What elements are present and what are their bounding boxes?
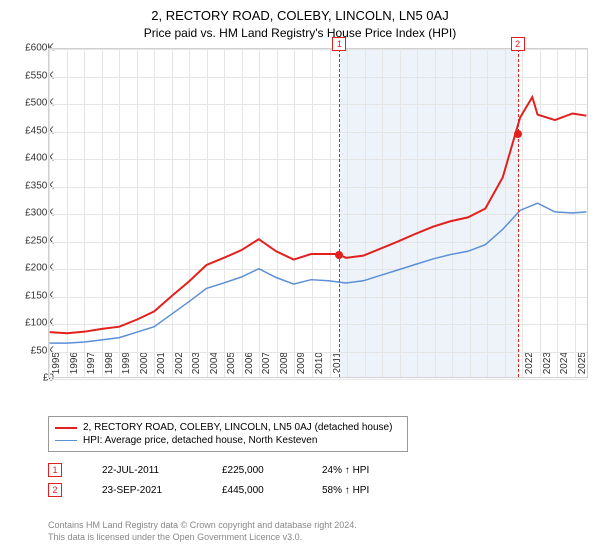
chart-title: 2, RECTORY ROAD, COLEBY, LINCOLN, LN5 0A… bbox=[0, 0, 600, 23]
chart-plot-area: 12 bbox=[48, 48, 588, 378]
sales-table: 1 22-JUL-2011 £225,000 24% ↑ HPI 2 23-SEP-202… bbox=[48, 460, 402, 500]
sales-date: 22-JUL-2011 bbox=[102, 465, 182, 476]
legend-label: 2, RECTORY ROAD, COLEBY, LINCOLN, LN5 0A… bbox=[83, 422, 392, 433]
sales-row: 2 23-SEP-2021 £445,000 58% ↑ HPI bbox=[48, 480, 402, 500]
sales-price: £445,000 bbox=[222, 485, 282, 496]
sales-row: 1 22-JUL-2011 £225,000 24% ↑ HPI bbox=[48, 460, 402, 480]
marker-dot bbox=[514, 130, 522, 138]
footer-attribution: Contains HM Land Registry data © Crown c… bbox=[48, 520, 357, 543]
sales-pct: 24% ↑ HPI bbox=[322, 465, 402, 476]
marker-box: 1 bbox=[332, 37, 346, 51]
legend-box: 2, RECTORY ROAD, COLEBY, LINCOLN, LN5 0A… bbox=[48, 416, 408, 452]
gridline-h bbox=[49, 379, 587, 380]
legend-swatch bbox=[55, 427, 77, 429]
series-line-property bbox=[50, 97, 587, 333]
marker-vline bbox=[339, 49, 340, 377]
sales-marker-box: 1 bbox=[48, 463, 62, 477]
footer-line2: This data is licensed under the Open Gov… bbox=[48, 532, 357, 544]
legend-swatch bbox=[55, 440, 77, 442]
legend-row: 2, RECTORY ROAD, COLEBY, LINCOLN, LN5 0A… bbox=[55, 421, 401, 434]
sales-marker-box: 2 bbox=[48, 483, 62, 497]
legend-label: HPI: Average price, detached house, Nort… bbox=[83, 435, 317, 446]
marker-box: 2 bbox=[511, 37, 525, 51]
legend-row: HPI: Average price, detached house, Nort… bbox=[55, 434, 401, 447]
marker-dot bbox=[335, 251, 343, 259]
chart-svg bbox=[49, 49, 587, 377]
footer-line1: Contains HM Land Registry data © Crown c… bbox=[48, 520, 357, 532]
sales-pct: 58% ↑ HPI bbox=[322, 485, 402, 496]
marker-vline bbox=[518, 49, 519, 377]
sales-price: £225,000 bbox=[222, 465, 282, 476]
sales-date: 23-SEP-2021 bbox=[102, 485, 182, 496]
